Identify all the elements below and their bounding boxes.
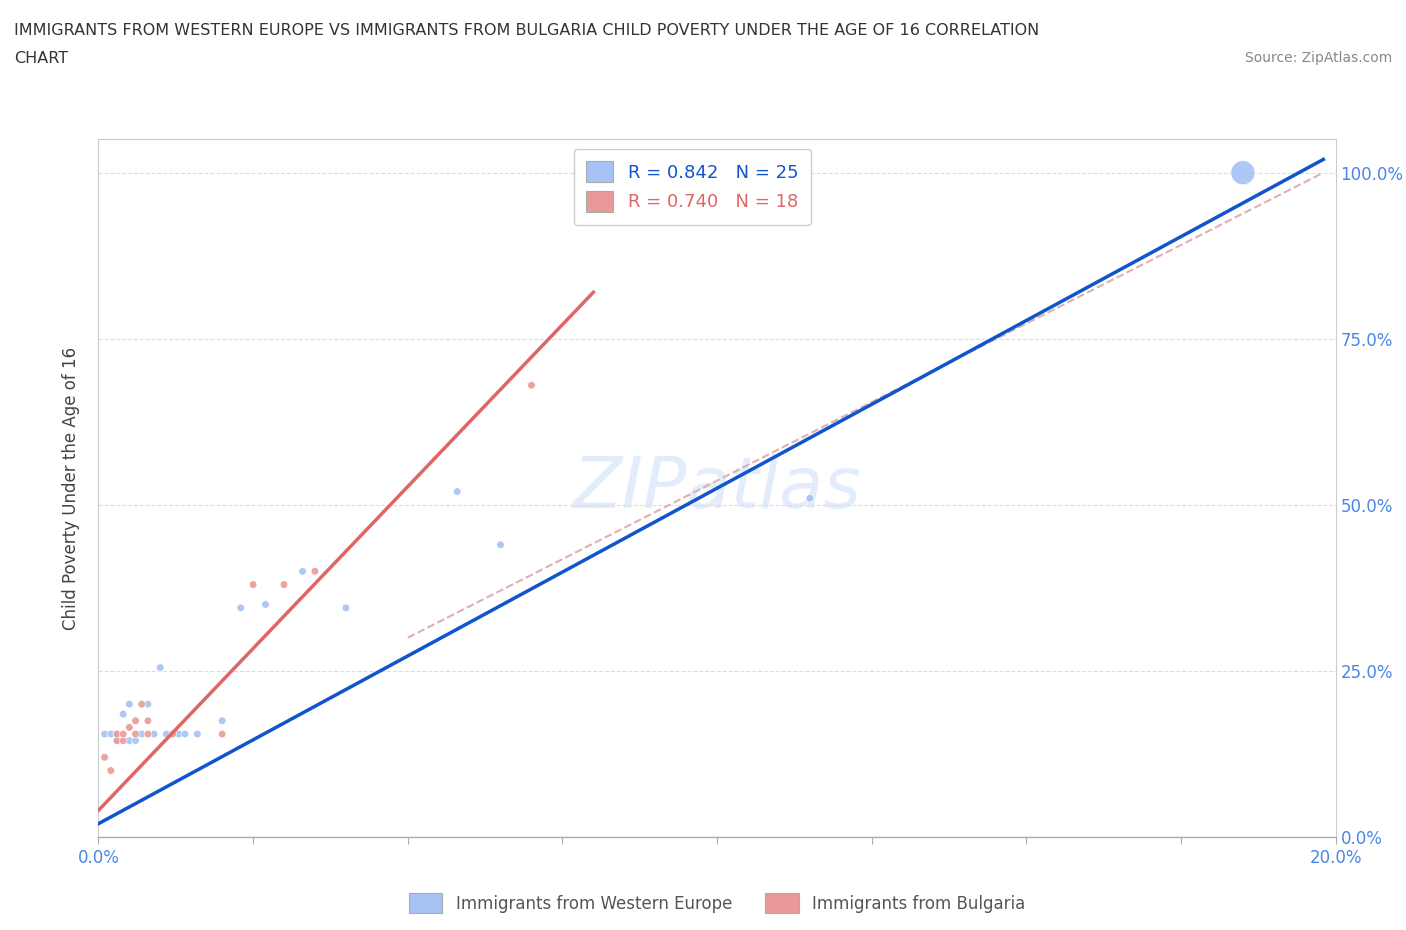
Point [242,578,264,592]
Point [136,697,159,711]
Legend: Immigrants from Western Europe, Immigrants from Bulgaria: Immigrants from Western Europe, Immigran… [402,887,1032,920]
Point [167,726,190,741]
Point [118,733,141,748]
Point [118,697,141,711]
Point [335,601,357,616]
Point [105,726,128,741]
Point [155,726,177,741]
Point [100,764,122,778]
Text: Source: ZipAtlas.com: Source: ZipAtlas.com [1244,51,1392,65]
Point [93,726,115,741]
Point [124,713,146,728]
Point [136,726,159,741]
Point [489,538,512,552]
Point [799,491,821,506]
Point [105,733,128,748]
Point [105,726,128,741]
Text: IMMIGRANTS FROM WESTERN EUROPE VS IMMIGRANTS FROM BULGARIA CHILD POVERTY UNDER T: IMMIGRANTS FROM WESTERN EUROPE VS IMMIGR… [14,23,1039,38]
Point [174,726,197,741]
Point [229,601,252,616]
Point [304,564,326,578]
Point [446,485,468,499]
Point [162,726,184,741]
Point [124,726,146,741]
Point [211,726,233,741]
Point [254,597,277,612]
Point [131,697,153,711]
Point [100,726,122,741]
Text: CHART: CHART [14,51,67,66]
Point [520,378,543,392]
Point [291,564,314,578]
Point [112,733,135,748]
Point [105,733,128,748]
Point [112,726,135,741]
Point [273,578,295,592]
Point [124,733,146,748]
Point [1232,166,1254,180]
Point [149,660,172,675]
Point [136,713,159,728]
Point [131,726,153,741]
Point [186,726,208,741]
Point [211,713,233,728]
Point [118,720,141,735]
Point [143,726,166,741]
Text: ZIPatlas: ZIPatlas [572,454,862,523]
Point [112,707,135,722]
Point [93,750,115,764]
Y-axis label: Child Poverty Under the Age of 16: Child Poverty Under the Age of 16 [62,347,80,630]
